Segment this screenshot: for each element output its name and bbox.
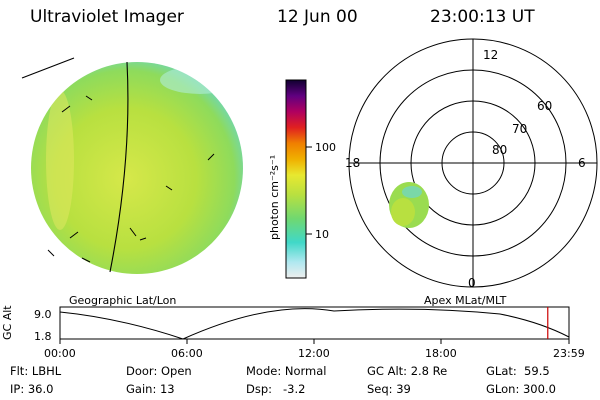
mlt-label-12: 12: [483, 48, 498, 62]
colorbar-label-100: 100: [315, 141, 336, 154]
colorbar: 100 10 photon cm⁻²s⁻¹: [268, 79, 336, 279]
polar-image: [389, 182, 429, 228]
dsp-info: Dsp: -3.2: [246, 382, 306, 396]
left-panel-label: Geographic Lat/Lon: [69, 294, 177, 307]
coast-line: [21, 57, 75, 79]
limb-glow: [160, 66, 240, 94]
timeline-tick-0: 00:00: [44, 347, 76, 360]
mlt-label-6: 6: [578, 156, 586, 170]
seq-info: Seq: 39: [367, 382, 411, 396]
timeline-y-high: 9.0: [34, 308, 52, 321]
colorbar-gradient: [285, 79, 307, 279]
altitude-timeline: [59, 306, 570, 344]
timeline-tick-1: 06:00: [171, 347, 203, 360]
lat-label-80: 80: [492, 143, 507, 157]
timeline-tick-3: 18:00: [425, 347, 457, 360]
bright-arc: [46, 90, 74, 230]
gc-alt-info: GC Alt: 2.8 Re: [367, 364, 448, 378]
date-label: 12 Jun 00: [277, 7, 358, 27]
instrument-title: Ultraviolet Imager: [30, 7, 184, 27]
meridian-line: [109, 61, 129, 273]
lat-label-70: 70: [512, 122, 527, 136]
coastline-fragments: [47, 95, 215, 263]
glat-info: GLat: 59.5: [486, 364, 550, 378]
ip-info: IP: 36.0: [10, 382, 54, 396]
polar-grid: [348, 38, 598, 288]
polar-emission-edge: [402, 186, 422, 198]
timeline-tick-2: 12:00: [298, 347, 330, 360]
polar-labels: 12 18 6 0 60 70 80: [345, 48, 586, 290]
filter-info: Flt: LBHL: [10, 364, 62, 378]
lat-label-60: 60: [537, 99, 552, 113]
door-info: Door: Open: [126, 364, 192, 378]
timeline-ylabel: GC Alt: [1, 305, 14, 340]
earth-disk: [31, 62, 243, 274]
mode-info: Mode: Normal: [246, 364, 327, 378]
time-label: 23:00:13 UT: [430, 7, 535, 27]
polar-emission-core: [391, 198, 415, 226]
colorbar-label-10: 10: [315, 228, 329, 241]
timeline-tick-4: 23:59: [553, 347, 585, 360]
timeline-frame: [59, 306, 570, 340]
timeline-y-low: 1.8: [34, 330, 52, 343]
gain-info: Gain: 13: [126, 382, 175, 396]
glon-info: GLon: 300.0: [486, 382, 556, 396]
mlt-label-18: 18: [345, 156, 360, 170]
colorbar-unit-label: photon cm⁻²s⁻¹: [268, 155, 281, 240]
mlt-label-0: 0: [468, 276, 476, 290]
altitude-curve: [59, 308, 570, 340]
right-panel-label: Apex MLat/MLT: [424, 294, 507, 307]
geographic-image: [21, 57, 243, 274]
timeline-ticks: [59, 339, 570, 344]
